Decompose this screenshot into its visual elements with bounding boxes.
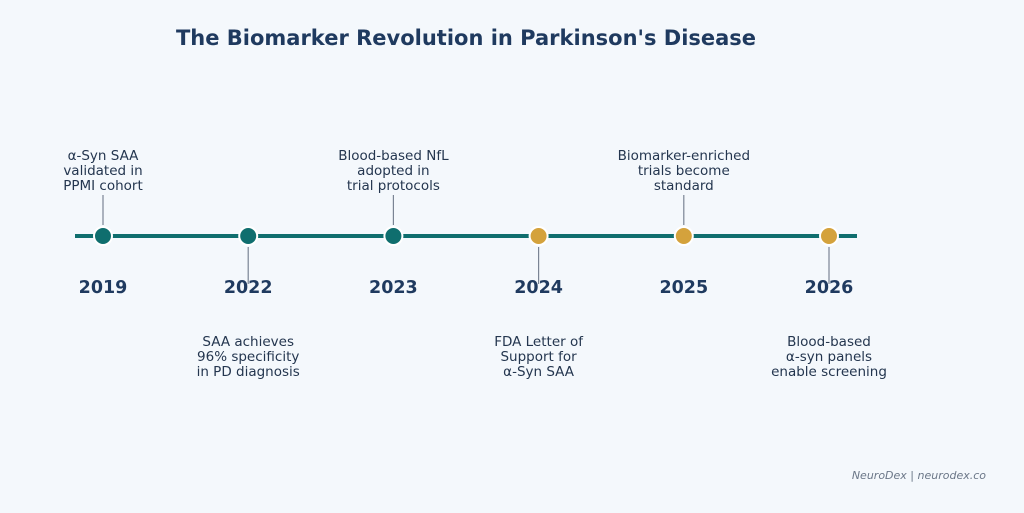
description-line: 96% specificity [197, 349, 299, 365]
credit-text: NeuroDex | neurodex.co [852, 469, 986, 482]
milestone-2024: 2024 FDA Letter of Support for α-Syn SAA [494, 226, 584, 380]
milestone-marker [528, 226, 549, 246]
description-line: enable screening [771, 364, 887, 380]
milestone-marker [238, 226, 259, 246]
year-label: 2026 [805, 278, 854, 298]
year-label: 2019 [79, 278, 128, 298]
description-line: α-syn panels [786, 349, 872, 365]
description-line: α-Syn SAA [503, 364, 575, 380]
description-line: in PD diagnosis [197, 364, 300, 380]
description-line: α-Syn SAA [68, 148, 140, 164]
description-line: adopted in [357, 163, 429, 179]
milestone-marker [383, 226, 404, 246]
milestone-description: SAA achieves 96% specificity in PD diagnos… [197, 334, 300, 380]
year-label: 2022 [224, 278, 273, 298]
milestone-2026: 2026 Blood-based α-syn panels enable screen… [771, 226, 887, 380]
description-line: FDA Letter of [494, 334, 584, 350]
year-label: 2024 [514, 278, 563, 298]
year-label: 2023 [369, 278, 418, 298]
milestone-2023: 2023 Blood-based NfL adopted in trial proto… [338, 148, 449, 298]
milestone-marker [673, 226, 694, 246]
milestone-marker [819, 226, 839, 246]
description-line: trial protocols [347, 178, 440, 194]
description-line: validated in [63, 163, 142, 179]
year-label: 2025 [659, 278, 708, 298]
description-line: Blood-based NfL [338, 148, 449, 164]
milestone-marker [93, 226, 113, 246]
description-line: trials become [638, 163, 730, 179]
milestone-description: α-Syn SAA validated in PPMI cohort [63, 148, 143, 194]
milestone-description: Blood-based NfL adopted in trial protocols [338, 148, 449, 194]
description-line: Biomarker-enriched [618, 148, 750, 164]
description-line: standard [654, 178, 714, 194]
page-title: The Biomarker Revolution in Parkinson's … [176, 26, 756, 50]
milestone-2025: 2025 Biomarker-enriched trials become stand… [618, 148, 750, 298]
description-line: Blood-based [787, 334, 871, 350]
description-line: Support for [500, 349, 577, 365]
milestone-description: Biomarker-enriched trials become standard [618, 148, 750, 194]
milestone-2022: 2022 SAA achieves 96% specificity in PD dia… [197, 226, 300, 380]
milestone-description: FDA Letter of Support for α-Syn SAA [494, 334, 584, 380]
milestone-2019: 2019 α-Syn SAA validated in PPMI cohort [63, 148, 143, 298]
description-line: PPMI cohort [63, 178, 143, 194]
milestone-description: Blood-based α-syn panels enable screening [771, 334, 887, 380]
description-line: SAA achieves [202, 334, 294, 350]
